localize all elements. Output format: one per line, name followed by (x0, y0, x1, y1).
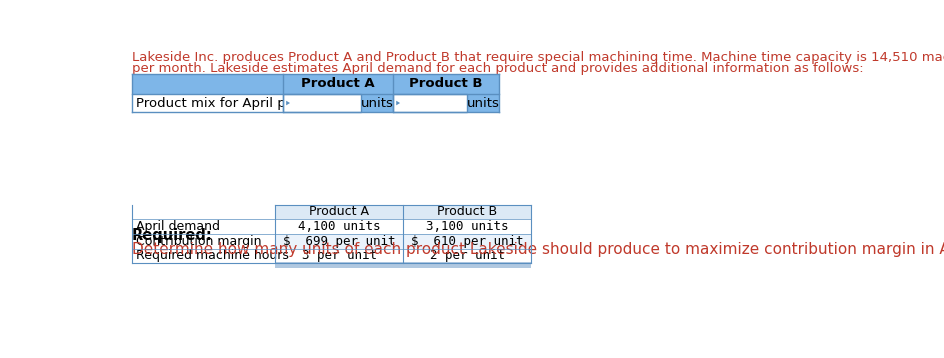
Text: units: units (466, 97, 499, 110)
Bar (361, 94, 393, 112)
Text: $  699 per unit: $ 699 per unit (283, 235, 396, 248)
Bar (283, 94, 361, 112)
Text: Product B: Product B (410, 77, 483, 90)
Bar (132, 94, 283, 112)
Text: Product B: Product B (437, 205, 497, 218)
Bar (276, 205, 531, 219)
Bar (466, 94, 499, 112)
Polygon shape (396, 101, 400, 105)
Text: 4,100 units: 4,100 units (298, 220, 380, 233)
Text: Product A: Product A (310, 205, 369, 218)
Bar (276, 219, 531, 234)
Polygon shape (286, 101, 290, 105)
Bar (132, 74, 499, 94)
Bar (276, 248, 531, 263)
Text: Product A: Product A (301, 77, 375, 90)
Bar (393, 94, 466, 112)
Text: units: units (361, 97, 394, 110)
Text: Product mix for April production: Product mix for April production (136, 97, 349, 110)
Text: Required:: Required: (132, 228, 212, 243)
Text: $  610 per unit: $ 610 per unit (411, 235, 523, 248)
Text: April demand: April demand (136, 220, 220, 233)
Bar (276, 234, 531, 248)
Text: per month. Lakeside estimates April demand for each product and provides additio: per month. Lakeside estimates April dema… (132, 62, 864, 75)
Text: Contribution margin: Contribution margin (136, 235, 261, 248)
Text: 2 per unit: 2 per unit (430, 250, 505, 262)
Text: Lakeside Inc. produces Product A and Product B that require special machining ti: Lakeside Inc. produces Product A and Pro… (132, 51, 944, 64)
Bar (276, 262, 531, 268)
Text: Determine how many units of each product Lakeside should produce to maximize con: Determine how many units of each product… (132, 242, 944, 257)
Text: 3 per unit: 3 per unit (302, 250, 377, 262)
Text: 3,100 units: 3,100 units (426, 220, 509, 233)
Text: Required machine hours: Required machine hours (136, 250, 289, 262)
